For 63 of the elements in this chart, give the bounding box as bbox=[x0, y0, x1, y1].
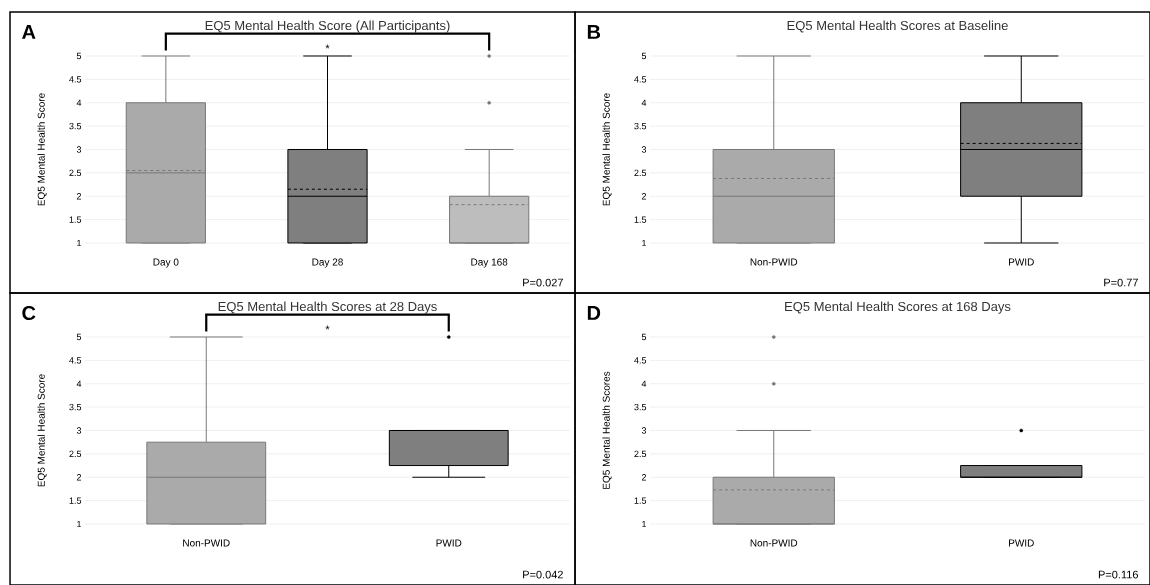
x-tick-label: Non-PWID bbox=[750, 539, 798, 547]
y-tick-label: 3.5 bbox=[69, 403, 82, 411]
x-tick-label: Day 28 bbox=[312, 258, 343, 268]
y-tick-label: 4.5 bbox=[634, 357, 647, 364]
y-tick-label: 1.5 bbox=[634, 497, 647, 504]
chart-title: EQ5 Mental Health Score (All Participants) bbox=[205, 20, 450, 33]
y-tick-label: 1.5 bbox=[69, 497, 82, 504]
y-tick-label: 4 bbox=[641, 99, 647, 106]
y-tick-label: 2 bbox=[641, 474, 647, 481]
y-axis-title: EQ5 Mental Health Score bbox=[37, 93, 47, 206]
y-tick-label: 1 bbox=[77, 520, 82, 528]
y-tick-label: 3.5 bbox=[634, 403, 647, 411]
y-tick-label: 2.5 bbox=[634, 169, 647, 177]
y-tick-label: 2 bbox=[76, 474, 82, 481]
y-tick-label: 3.5 bbox=[69, 122, 82, 130]
y-axis-title: EQ5 Mental Health Score bbox=[37, 374, 47, 487]
y-tick-label: 2.5 bbox=[634, 450, 647, 458]
y-tick-label: 1 bbox=[77, 239, 82, 247]
text: P=0.116 bbox=[1098, 570, 1138, 579]
y-tick-label: 2.5 bbox=[69, 169, 82, 177]
y-tick-label: 3 bbox=[76, 146, 82, 153]
text: C bbox=[22, 305, 36, 321]
y-tick-label: 1 bbox=[642, 239, 647, 247]
y-tick-label: 5 bbox=[641, 52, 647, 60]
x-tick-label: PWID bbox=[1009, 539, 1034, 547]
y-tick-label: 4.5 bbox=[69, 357, 82, 364]
text: P=0.77 bbox=[1104, 278, 1138, 287]
x-tick-label: PWID bbox=[436, 539, 462, 547]
y-tick-label: 3 bbox=[641, 146, 647, 153]
text: A bbox=[22, 25, 36, 39]
chart-title: EQ5 Mental Health Scores at 28 Days bbox=[218, 301, 437, 314]
x-tick-label: Day 0 bbox=[153, 258, 179, 268]
y-tick-label: 5 bbox=[76, 333, 82, 341]
y-tick-label: 3 bbox=[76, 427, 82, 434]
chart-title: EQ5 Mental Health Scores at 168 Days bbox=[785, 301, 1011, 314]
y-tick-label: 1.5 bbox=[69, 216, 82, 223]
y-tick-label: 4 bbox=[76, 380, 82, 387]
x-tick-label: Non-PWID bbox=[750, 258, 798, 266]
y-tick-label: 5 bbox=[76, 52, 82, 60]
y-tick-label: 4.5 bbox=[634, 76, 647, 83]
text: B bbox=[587, 25, 601, 39]
y-axis-title: EQ5 Mental Health Scores bbox=[602, 371, 612, 489]
y-tick-label: 5 bbox=[641, 333, 647, 341]
text: P=0.042 bbox=[523, 570, 563, 579]
text: * bbox=[325, 325, 330, 330]
y-tick-label: 1 bbox=[642, 520, 647, 528]
y-tick-label: 4.5 bbox=[69, 76, 82, 83]
y-tick-label: 1.5 bbox=[634, 216, 647, 223]
y-tick-label: 3.5 bbox=[634, 122, 647, 130]
y-tick-label: 2.5 bbox=[69, 450, 82, 458]
text: D bbox=[587, 306, 601, 320]
x-tick-label: Non-PWID bbox=[183, 539, 230, 547]
chart-title: EQ5 Mental Health Scores at Baseline bbox=[787, 20, 1008, 33]
y-tick-label: 3 bbox=[641, 427, 647, 434]
y-tick-label: 4 bbox=[641, 380, 647, 387]
y-tick-label: 4 bbox=[76, 99, 82, 106]
x-tick-label: PWID bbox=[1009, 258, 1034, 266]
y-tick-label: 2 bbox=[76, 193, 82, 200]
x-tick-label: Day 168 bbox=[471, 258, 508, 268]
y-tick-label: 2 bbox=[641, 193, 647, 200]
y-axis-title: EQ5 Mental Health Score bbox=[602, 93, 612, 206]
text: P=0.027 bbox=[523, 278, 563, 287]
text: * bbox=[325, 44, 330, 49]
